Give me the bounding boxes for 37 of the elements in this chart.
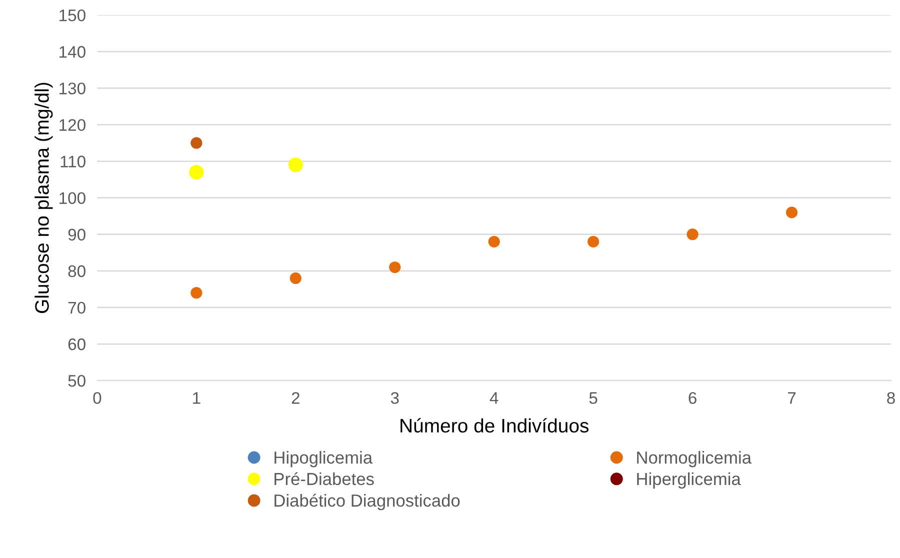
x-tick-label: 5 <box>589 392 598 404</box>
point <box>288 158 303 172</box>
legend-label: Hiperglicemia <box>637 472 741 489</box>
point <box>488 236 500 248</box>
y-tick-label: 50 <box>68 374 86 387</box>
x-axis-title: Número de Indivíduos <box>400 418 589 433</box>
x-tick-label: 8 <box>887 392 895 404</box>
point <box>189 164 204 180</box>
x-tick-label: 4 <box>490 392 498 404</box>
legend-label: Pré-Diabetes <box>274 472 374 486</box>
legend-label: Diabético Diagnosticado <box>274 494 460 510</box>
y-tick-label: 150 <box>60 9 86 22</box>
y-tick-label: 140 <box>60 46 86 58</box>
point <box>686 228 698 240</box>
y-tick-label: 130 <box>60 82 86 94</box>
y-tick-label: 120 <box>60 119 86 131</box>
legend-label: Normoglicemia <box>637 451 752 468</box>
x-tick-label: 6 <box>688 392 696 404</box>
x-tick-label: 0 <box>93 392 102 404</box>
point <box>786 206 798 218</box>
x-tick-label: 3 <box>390 392 399 404</box>
y-tick-label: 70 <box>68 302 86 314</box>
y-axis-title: Glucose no plasma (mg/dl) <box>34 82 53 313</box>
legend-label: Hipoglicemia <box>274 451 373 468</box>
y-tick-label: 60 <box>68 338 86 350</box>
y-tick-label: 80 <box>68 265 86 278</box>
point <box>290 272 302 284</box>
point <box>588 236 600 248</box>
point <box>389 261 401 274</box>
x-tick-label: 2 <box>292 392 300 404</box>
point <box>190 287 202 299</box>
y-tick-label: 90 <box>68 228 86 241</box>
x-tick-label: 1 <box>193 392 200 404</box>
x-tick-label: 7 <box>788 392 796 404</box>
y-tick-label: 110 <box>60 156 86 168</box>
y-tick-label: 100 <box>60 192 86 204</box>
point <box>190 137 202 149</box>
